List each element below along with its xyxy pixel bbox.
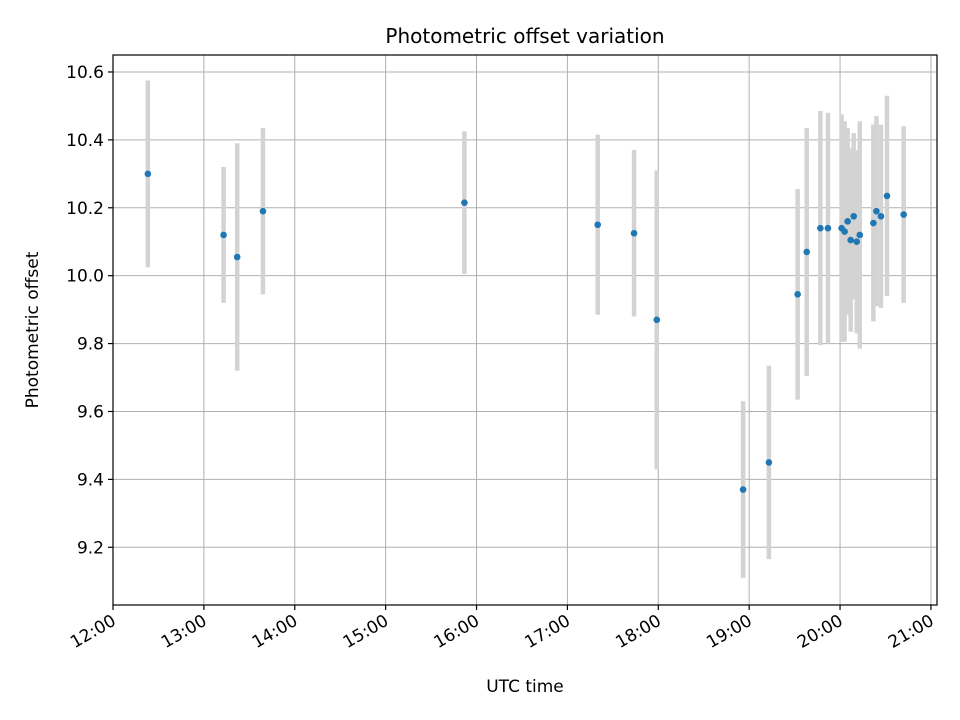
data-point xyxy=(765,459,773,466)
data-point xyxy=(794,291,801,298)
data-point xyxy=(856,231,864,239)
data-point xyxy=(900,211,907,218)
data-point xyxy=(844,218,851,225)
data-point xyxy=(803,248,811,256)
y-tick-label: 10.2 xyxy=(66,199,104,219)
data-point xyxy=(739,486,747,493)
y-tick-label: 9.2 xyxy=(77,538,104,558)
plot-frame xyxy=(112,54,938,606)
data-point xyxy=(853,238,861,246)
data-point xyxy=(841,228,848,235)
y-tick-label: 10.0 xyxy=(66,267,104,287)
y-tick-label: 9.8 xyxy=(77,335,104,355)
data-point xyxy=(824,224,832,232)
data-point xyxy=(653,316,661,324)
x-axis-label: UTC time xyxy=(486,677,564,697)
y-tick-label: 9.6 xyxy=(77,402,104,422)
chart-title: Photometric offset variation xyxy=(385,24,664,48)
data-point xyxy=(873,207,880,215)
data-point xyxy=(847,236,854,244)
y-tick-label: 10.4 xyxy=(66,131,104,151)
y-tick-label: 9.4 xyxy=(77,470,104,490)
data-point xyxy=(259,207,267,215)
data-points xyxy=(144,170,907,493)
data-point xyxy=(870,219,877,227)
data-point xyxy=(594,221,602,229)
data-point xyxy=(630,229,638,237)
data-point xyxy=(461,199,468,206)
y-axis-ticks: 9.2 9.4 9.6 9.8 10.0 10.2 10.4 10.6 xyxy=(66,63,113,558)
data-point xyxy=(850,212,857,220)
data-point xyxy=(233,253,241,261)
data-point xyxy=(144,170,152,178)
y-tick-label: 10.6 xyxy=(66,63,104,83)
data-point xyxy=(817,224,824,232)
data-point xyxy=(220,231,227,239)
data-point xyxy=(883,192,891,200)
data-point xyxy=(877,212,885,220)
y-axis-label: Photometric offset xyxy=(23,251,43,408)
